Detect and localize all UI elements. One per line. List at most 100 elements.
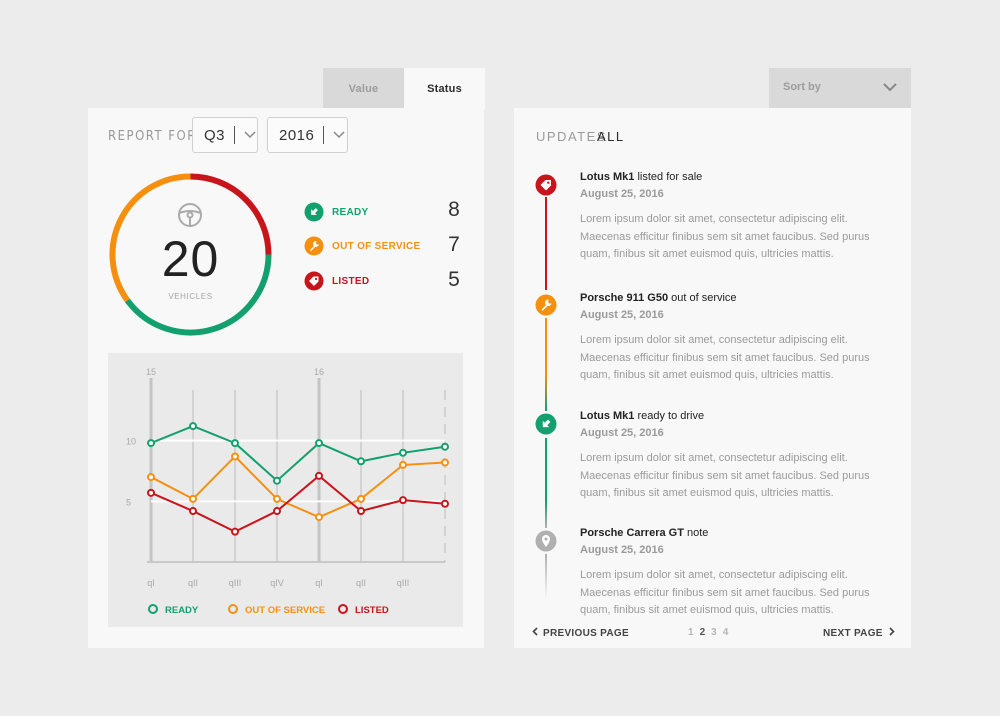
chevron-down-icon — [883, 83, 897, 92]
update-body: Lorem ipsum dolor sit amet, consectetur … — [580, 334, 870, 381]
previous-page-label: PREVIOUS PAGE — [543, 628, 629, 639]
chart-x-tick-label: qII — [356, 578, 366, 588]
tag-icon — [535, 174, 557, 196]
location-pin-icon — [535, 530, 557, 552]
update-date: August 25, 2016 — [580, 427, 664, 439]
page-4[interactable]: 4 — [722, 627, 729, 638]
chevron-left-icon — [532, 627, 538, 636]
wrench-icon — [535, 294, 557, 316]
update-item[interactable]: Lotus Mk1 listed for sale August 25, 201… — [580, 171, 890, 264]
timeline-segment — [545, 197, 547, 290]
ready-icon — [535, 413, 557, 435]
update-body: Lorem ipsum dolor sit amet, consectetur … — [580, 213, 870, 260]
chevron-down-icon — [333, 131, 345, 139]
chart-data-point — [231, 439, 239, 448]
chart-data-point — [189, 494, 197, 503]
tag-icon — [304, 271, 324, 291]
chevron-right-icon — [889, 627, 895, 636]
updates-label: UPDATES — [536, 129, 607, 144]
chart-data-point — [357, 507, 365, 516]
update-body: Lorem ipsum dolor sit amet, consectetur … — [580, 452, 870, 499]
status-label-listed: LISTED — [332, 275, 370, 287]
chart-y-tick-label: 10 — [126, 437, 136, 447]
update-title: Lotus Mk1 listed for sale — [580, 171, 703, 183]
status-row-ready: READY — [304, 202, 369, 222]
chart-data-point — [315, 439, 323, 448]
status-count-listed: 5 — [448, 268, 460, 291]
tab-status[interactable]: Status — [404, 68, 485, 109]
donut-ring — [109, 173, 272, 336]
chart-data-point — [147, 439, 155, 448]
chart-data-point — [147, 488, 155, 497]
chart-legend-label: READY — [165, 605, 199, 616]
tab-value-label: Value — [348, 82, 379, 95]
chart-year-label: 15 — [146, 367, 156, 377]
status-label-ready: READY — [332, 206, 369, 218]
page-3[interactable]: 3 — [711, 627, 717, 638]
quarter-value: Q3 — [204, 126, 226, 144]
status-row-out-of-service: OUT OF SERVICE — [304, 236, 420, 256]
wrench-icon — [304, 236, 324, 256]
chart-data-point — [147, 473, 155, 482]
vehicles-donut: 20 VEHICLES — [108, 172, 273, 337]
donut-arc-ready — [124, 254, 272, 336]
chart-year-label: 16 — [314, 367, 324, 377]
update-body: Lorem ipsum dolor sit amet, consectetur … — [580, 569, 870, 616]
chart-data-point — [273, 476, 281, 485]
chart-data-point — [441, 458, 449, 467]
chart-data-point — [441, 442, 449, 451]
page-2[interactable]: 2 — [699, 627, 706, 638]
chart-data-point — [189, 507, 197, 516]
select-divider — [323, 126, 325, 144]
select-divider — [234, 126, 236, 144]
chart-x-tick-label: qII — [188, 578, 198, 588]
updates-panel: UPDATES ALL Lotus Mk1 listed for sale Au… — [514, 108, 911, 648]
chart-legend-marker — [148, 604, 158, 614]
chart-data-point — [357, 457, 365, 466]
chart-legend-label: LISTED — [355, 605, 389, 616]
chart-data-point — [189, 422, 197, 431]
sort-by-label: Sort by — [783, 81, 821, 93]
year-select[interactable]: 2016 — [267, 117, 348, 153]
update-date: August 25, 2016 — [580, 544, 664, 556]
previous-page-button[interactable]: PREVIOUS PAGE — [532, 627, 629, 639]
donut-arc-out-of-service — [109, 173, 191, 303]
timeline-segment — [545, 438, 547, 528]
update-title: Porsche Carrera GT note — [580, 527, 709, 539]
page-1[interactable]: 1 — [688, 627, 694, 638]
chart-legend-marker — [228, 604, 238, 614]
update-item[interactable]: Porsche 911 G50 out of service August 25… — [580, 292, 890, 385]
status-line-chart: 5 10 15 16 qI qII qIII qIV qI qII qIII READY OUT OF … — [108, 353, 463, 627]
chart-x-tick-label: qI — [315, 578, 323, 588]
chart-series-line — [150, 455, 446, 519]
update-item[interactable]: Porsche Carrera GT note August 25, 2016 … — [580, 527, 890, 620]
chart-x-tick-label: qI — [147, 578, 155, 588]
status-count-ready: 8 — [448, 198, 460, 221]
chart-data-point — [315, 471, 323, 480]
chart-data-point — [357, 494, 365, 503]
next-page-button[interactable]: NEXT PAGE — [823, 627, 895, 639]
vehicles-count: 20 — [161, 231, 220, 287]
chart-legend-marker — [338, 604, 348, 614]
update-date: August 25, 2016 — [580, 188, 664, 200]
chart-x-tick-label: qIV — [270, 578, 284, 588]
tab-value[interactable]: Value — [323, 68, 404, 109]
updates-filter-all[interactable]: ALL — [597, 129, 625, 144]
chevron-down-icon — [244, 131, 256, 139]
update-title: Lotus Mk1 ready to drive — [580, 410, 705, 422]
timeline-segment — [545, 554, 547, 600]
quarter-select[interactable]: Q3 — [192, 117, 258, 153]
chart-series-line — [150, 425, 446, 483]
chart-x-tick-label: qIII — [229, 578, 242, 588]
vehicles-label: VEHICLES — [168, 292, 213, 301]
update-item[interactable]: Lotus Mk1 ready to drive August 25, 2016… — [580, 410, 890, 503]
sort-by-dropdown[interactable]: Sort by — [769, 68, 911, 109]
status-panel: REPORT FOR Q3 2016 20 VEHICLES READY 8 O… — [88, 108, 484, 648]
chart-x-tick-label: qIII — [397, 578, 410, 588]
chart-legend-label: OUT OF SERVICE — [245, 605, 325, 616]
update-title: Porsche 911 G50 out of service — [580, 292, 737, 304]
chart-data-point — [441, 499, 449, 508]
chart-y-tick-label: 5 — [126, 497, 131, 507]
ready-icon — [304, 202, 324, 222]
